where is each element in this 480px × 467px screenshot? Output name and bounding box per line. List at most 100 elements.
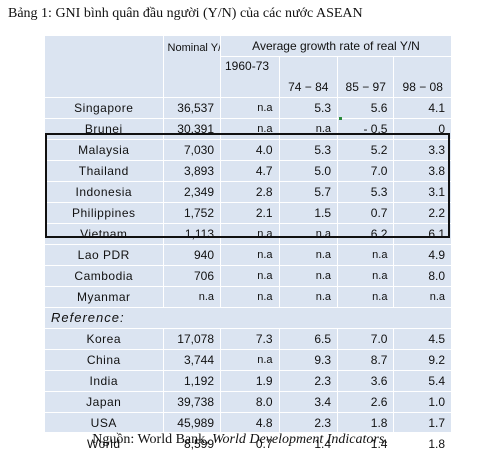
- growth-rate-value: n.a: [220, 244, 280, 266]
- growth-rate-value: n.a: [337, 244, 395, 266]
- nominal-yn-value: 1,113: [163, 223, 222, 245]
- growth-rate-value: n.a: [337, 286, 395, 308]
- growth-rate-value: 2.6: [337, 391, 395, 413]
- nominal-yn-value: 36,537: [163, 97, 222, 119]
- nominal-yn-value: 706: [163, 265, 222, 287]
- growth-rate-value: 5.3: [337, 181, 395, 203]
- growth-rate-value: n.a: [393, 286, 452, 308]
- growth-rate-value: 8.0: [220, 391, 280, 413]
- growth-rate-value: 1.8: [337, 412, 395, 434]
- growth-rate-value: n.a: [220, 223, 280, 245]
- source-title: World Development Indicators: [212, 432, 385, 447]
- reference-label-row: Reference:: [45, 307, 452, 329]
- table-row: Vietnam 1,113 n.a n.a 6.2 6.1: [45, 223, 452, 245]
- growth-rate-value: n.a: [220, 265, 280, 287]
- table-header: Nominal Y/N in 2009 Average growth rate …: [45, 36, 452, 98]
- country-name: Myanmar: [45, 286, 164, 308]
- growth-rate-value: 9.3: [279, 349, 338, 371]
- growth-rate-value: 4.8: [220, 412, 280, 434]
- growth-rate-value: n.a: [279, 223, 338, 245]
- table-row: Malaysia 7,030 4.0 5.3 5.2 3.3: [45, 139, 452, 161]
- table-row: Thailand 3,893 4.7 5.0 7.0 3.8: [45, 160, 452, 182]
- growth-rate-value: n.a: [279, 244, 338, 266]
- table-row: Brunei 30,391 n.a n.a - 0.5 0: [45, 118, 452, 140]
- growth-rate-value: n.a: [220, 118, 280, 140]
- nominal-yn-value: 3,893: [163, 160, 222, 182]
- nominal-yn-value: 17,078: [163, 328, 222, 350]
- growth-rate-value: 5.7: [279, 181, 338, 203]
- growth-rate-value: 5.4: [393, 370, 452, 392]
- growth-rate-value: 1.0: [393, 391, 452, 413]
- growth-rate-value: 3.8: [393, 160, 452, 182]
- source-note: Nguồn: World Bank, World Development Ind…: [0, 432, 480, 448]
- growth-rate-value: n.a: [220, 286, 280, 308]
- header-nominal: Nominal Y/N in 2009: [163, 36, 222, 98]
- growth-rate-value: 2.3: [279, 370, 338, 392]
- growth-rate-value: 2.3: [279, 412, 338, 434]
- source-suffix: .: [384, 432, 388, 447]
- country-name: Vietnam: [45, 223, 164, 245]
- growth-rate-value: 8.0: [393, 265, 452, 287]
- table-row: Cambodia 706 n.a n.a n.a 8.0: [45, 265, 452, 287]
- growth-rate-value: 3.6: [337, 370, 395, 392]
- growth-rate-value: 6.1: [393, 223, 452, 245]
- nominal-yn-value: 39,738: [163, 391, 222, 413]
- table-row: Korea 17,078 7.3 6.5 7.0 4.5: [45, 328, 452, 350]
- table-row: Myanmar n.a n.a n.a n.a n.a: [45, 286, 452, 308]
- growth-rate-value: n.a: [220, 349, 280, 371]
- growth-rate-value: 9.2: [393, 349, 452, 371]
- growth-rate-value: 4.7: [220, 160, 280, 182]
- growth-rate-value: 8.7: [337, 349, 395, 371]
- growth-rate-value: n.a: [220, 97, 280, 119]
- header-period-3: 85 − 97: [337, 56, 395, 98]
- growth-rate-value: 1.4: [337, 433, 395, 455]
- table-row: Lao PDR 940 n.a n.a n.a 4.9: [45, 244, 452, 266]
- growth-rate-value: 1.7: [393, 412, 452, 434]
- growth-rate-value: 5.3: [279, 97, 338, 119]
- growth-rate-value: 5.3: [279, 139, 338, 161]
- growth-rate-value: 0.7: [337, 202, 395, 224]
- country-name: India: [45, 370, 164, 392]
- growth-rate-value: 4.5: [393, 328, 452, 350]
- header-period-2: 74 − 84: [279, 56, 338, 98]
- growth-rate-value: 0.7: [220, 433, 280, 455]
- growth-rate-value: 5.0: [279, 160, 338, 182]
- growth-rate-value: n.a: [279, 286, 338, 308]
- growth-rate-value: 2.2: [393, 202, 452, 224]
- country-name: Philippines: [45, 202, 164, 224]
- table-caption: Bảng 1: GNI bình quân đầu người (Y/N) củ…: [8, 6, 363, 21]
- nominal-yn-value: 8,599: [163, 433, 222, 455]
- table-row: Singapore 36,537 n.a 5.3 5.6 4.1: [45, 97, 452, 119]
- nominal-yn-value: 45,989: [163, 412, 222, 434]
- growth-rate-value: 6.5: [279, 328, 338, 350]
- country-name: China: [45, 349, 164, 371]
- country-name: Cambodia: [45, 265, 164, 287]
- cell-comment-marker: [339, 117, 342, 120]
- country-name: Indonesia: [45, 181, 164, 203]
- nominal-yn-value: n.a: [163, 286, 222, 308]
- country-name: World: [45, 433, 164, 455]
- nominal-yn-value: 940: [163, 244, 222, 266]
- nominal-yn-value: 3,744: [163, 349, 222, 371]
- table-row: India 1,192 1.9 2.3 3.6 5.4: [45, 370, 452, 392]
- growth-rate-value: - 0.5: [337, 118, 395, 140]
- table-row: China 3,744 n.a 9.3 8.7 9.2: [45, 349, 452, 371]
- growth-rate-value: 7.3: [220, 328, 280, 350]
- growth-rate-value: 3.3: [393, 139, 452, 161]
- country-name: Thailand: [45, 160, 164, 182]
- source-prefix: Nguồn: World Bank,: [92, 432, 213, 447]
- header-period-1: 1960-73: [220, 56, 280, 98]
- gni-table: Nominal Y/N in 2009 Average growth rate …: [45, 36, 452, 455]
- country-name: Malaysia: [45, 139, 164, 161]
- table-row: USA 45,989 4.8 2.3 1.8 1.7: [45, 412, 452, 434]
- growth-rate-value: 6.2: [337, 223, 395, 245]
- growth-rate-value: n.a: [279, 118, 338, 140]
- growth-rate-value: 3.1: [393, 181, 452, 203]
- growth-rate-value: 5.2: [337, 139, 395, 161]
- header-period-4: 98 − 08: [393, 56, 452, 98]
- asean-rows: Singapore 36,537 n.a 5.3 5.6 4.1 Brunei 30,391 n…: [45, 97, 452, 308]
- growth-rate-value: 2.8: [220, 181, 280, 203]
- country-name: Japan: [45, 391, 164, 413]
- growth-rate-value: 1.5: [279, 202, 338, 224]
- reference-rows: Korea 17,078 7.3 6.5 7.0 4.5 China 3,744 n.a 9.3 8…: [45, 328, 452, 455]
